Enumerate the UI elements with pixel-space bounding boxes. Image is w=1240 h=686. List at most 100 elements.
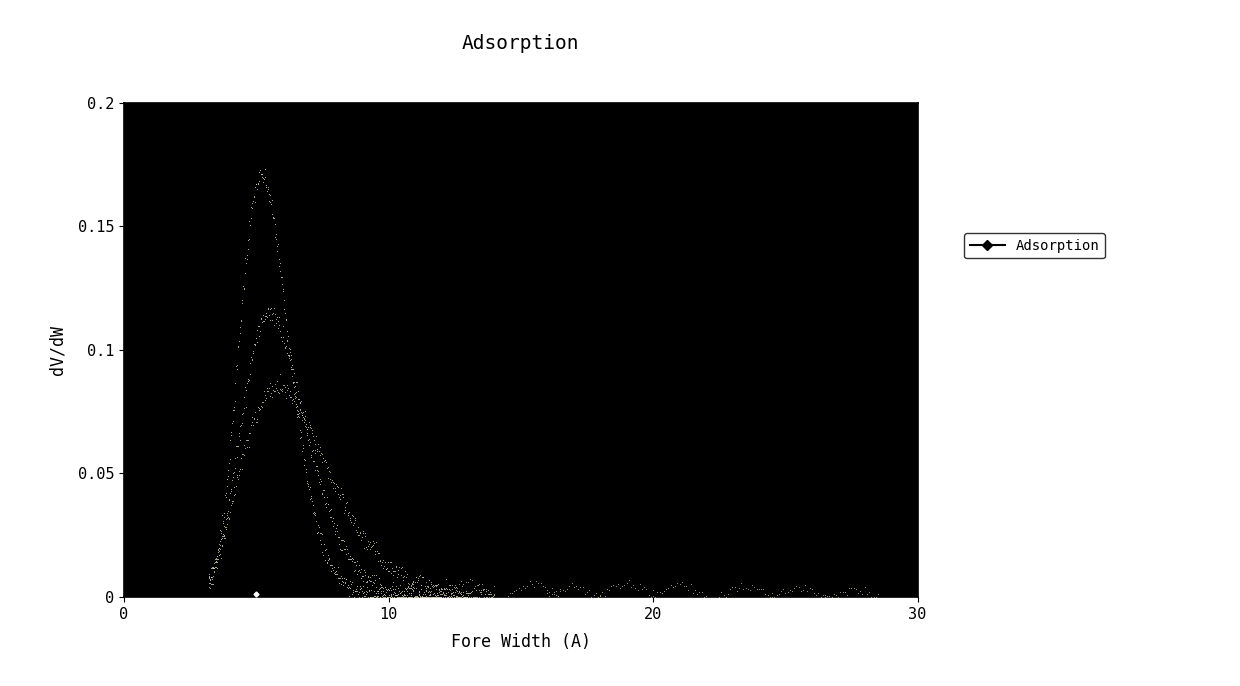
- Point: [342, 519, 362, 530]
- Point: [250, 325, 270, 336]
- Point: [346, 524, 366, 535]
- Point: [397, 586, 417, 597]
- Point: [454, 590, 474, 601]
- Point: [409, 589, 429, 600]
- Point: [546, 589, 565, 600]
- Point: [362, 591, 382, 602]
- Point: [466, 591, 486, 602]
- Point: [445, 582, 465, 593]
- Point: [484, 580, 503, 591]
- Point: [356, 541, 376, 552]
- Point: [253, 397, 273, 407]
- Point: [244, 197, 264, 208]
- Point: [227, 440, 247, 451]
- Point: [242, 355, 262, 366]
- Point: [249, 320, 269, 331]
- Point: [205, 566, 224, 577]
- Point: [842, 582, 862, 593]
- Point: [417, 591, 436, 602]
- Point: [362, 584, 382, 595]
- Point: [258, 303, 278, 314]
- Point: [222, 475, 242, 486]
- Point: [327, 482, 347, 493]
- Point: [278, 382, 298, 393]
- Text: Adsorption: Adsorption: [463, 34, 579, 54]
- Point: [425, 579, 445, 590]
- Point: [760, 591, 780, 602]
- Point: [327, 480, 347, 491]
- Point: [839, 582, 859, 593]
- Point: [210, 548, 229, 559]
- Point: [361, 591, 381, 602]
- Point: [425, 591, 445, 602]
- Point: [362, 541, 382, 552]
- Point: [340, 512, 360, 523]
- Point: [280, 344, 300, 355]
- Point: [445, 582, 465, 593]
- Point: [353, 570, 373, 581]
- Point: [414, 591, 434, 602]
- Point: [470, 587, 490, 598]
- Point: [244, 414, 264, 425]
- Point: [303, 446, 322, 457]
- Point: [301, 493, 321, 504]
- Point: [275, 307, 295, 318]
- Point: [232, 298, 252, 309]
- Point: [221, 434, 241, 445]
- Point: [676, 580, 696, 591]
- Point: [254, 163, 274, 174]
- Point: [219, 495, 239, 506]
- Point: [294, 453, 314, 464]
- Point: [215, 522, 234, 533]
- Point: [432, 586, 451, 597]
- Point: [388, 582, 408, 593]
- Point: [387, 560, 407, 571]
- Point: [300, 420, 320, 431]
- Point: [280, 349, 300, 360]
- Point: [211, 553, 231, 564]
- Point: [210, 545, 229, 556]
- Point: [265, 231, 285, 242]
- Point: [331, 490, 351, 501]
- Point: [254, 314, 274, 324]
- Point: [546, 585, 565, 596]
- Point: [577, 587, 596, 598]
- Point: [216, 521, 236, 532]
- Point: [272, 331, 291, 342]
- Point: [377, 591, 397, 602]
- Point: [449, 586, 469, 597]
- Point: [681, 579, 701, 590]
- Point: [596, 584, 616, 595]
- Point: [311, 447, 331, 458]
- Point: [315, 544, 335, 555]
- Point: [448, 588, 467, 599]
- Point: [851, 585, 870, 596]
- Point: [355, 587, 374, 598]
- Point: [430, 589, 450, 600]
- Point: [322, 565, 342, 576]
- Point: [425, 591, 445, 602]
- Point: [315, 498, 335, 509]
- Point: [205, 567, 224, 578]
- Point: [331, 482, 351, 493]
- Point: [222, 486, 242, 497]
- Point: [384, 566, 404, 577]
- Point: [296, 422, 316, 433]
- Point: [419, 586, 439, 597]
- Point: [430, 586, 450, 597]
- Point: [544, 588, 564, 599]
- Point: [366, 536, 386, 547]
- Point: [259, 195, 279, 206]
- Point: [615, 579, 635, 590]
- Point: [206, 557, 226, 568]
- Point: [454, 591, 474, 602]
- Point: [336, 548, 356, 559]
- Point: [363, 536, 383, 547]
- Point: [445, 591, 465, 602]
- Point: [198, 572, 218, 583]
- Point: [242, 416, 262, 427]
- Point: [588, 591, 608, 602]
- Point: [257, 308, 277, 319]
- Point: [309, 439, 329, 450]
- Point: [277, 392, 296, 403]
